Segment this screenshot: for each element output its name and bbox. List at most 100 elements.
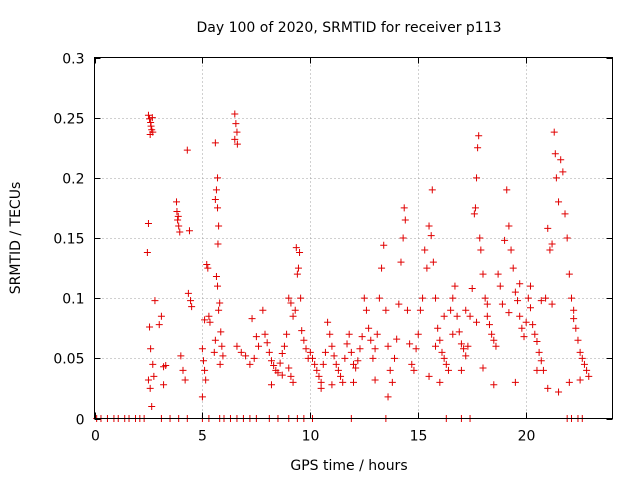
data-point: [287, 299, 295, 307]
data-point: [210, 348, 218, 356]
data-point: [453, 312, 461, 320]
data-point: [557, 156, 565, 164]
data-point: [261, 330, 269, 338]
data-series: [143, 110, 593, 410]
data-point: [347, 348, 355, 356]
y-tick-label: 0.25: [53, 112, 84, 128]
data-point: [146, 131, 154, 139]
data-point: [406, 340, 414, 348]
data-point: [216, 360, 224, 368]
data-point: [505, 309, 513, 317]
data-point: [533, 337, 541, 345]
data-point: [421, 246, 429, 254]
data-point: [308, 354, 316, 362]
data-point: [188, 303, 196, 311]
data-point: [531, 330, 539, 338]
data-point: [278, 350, 286, 358]
data-point: [212, 186, 220, 194]
data-point: [533, 366, 541, 374]
data-point: [311, 360, 319, 368]
data-point: [289, 378, 297, 386]
data-point: [400, 204, 408, 212]
data-point: [378, 264, 386, 272]
data-point: [212, 273, 220, 281]
data-point: [270, 362, 278, 370]
data-point: [155, 321, 163, 329]
data-point: [369, 354, 377, 362]
data-point: [384, 342, 392, 350]
data-point: [483, 300, 491, 308]
data-point: [201, 316, 209, 324]
data-point: [283, 330, 291, 338]
data-point: [585, 372, 593, 380]
data-point: [423, 264, 431, 272]
data-point: [147, 122, 155, 130]
data-point: [211, 139, 219, 147]
data-point: [403, 306, 411, 314]
data-point: [561, 210, 569, 218]
data-point: [492, 342, 500, 350]
data-point: [552, 174, 560, 182]
data-point: [559, 168, 567, 176]
data-point: [173, 198, 181, 206]
data-point: [185, 227, 193, 235]
data-point: [184, 289, 192, 297]
data-point: [436, 336, 444, 344]
data-point: [231, 110, 239, 118]
data-point: [339, 378, 347, 386]
data-point: [319, 360, 327, 368]
data-point: [334, 366, 342, 374]
data-point: [393, 335, 401, 343]
data-point: [416, 306, 424, 314]
data-point: [317, 384, 325, 392]
data-point: [183, 146, 191, 154]
x-axis-title: GPS time / hours: [290, 458, 407, 474]
data-point: [341, 354, 349, 362]
x-tick-label: 15: [410, 429, 428, 445]
data-point: [414, 330, 422, 338]
data-point: [356, 345, 364, 353]
data-point: [214, 174, 222, 182]
data-point: [539, 366, 547, 374]
data-point: [315, 372, 323, 380]
data-point: [490, 336, 498, 344]
data-point: [198, 345, 206, 353]
data-point: [479, 364, 487, 372]
data-point: [214, 204, 222, 212]
data-point: [151, 297, 159, 305]
data-point: [447, 306, 455, 314]
data-point: [219, 352, 227, 360]
data-point: [216, 299, 224, 307]
data-point: [149, 360, 157, 368]
data-point: [289, 312, 297, 320]
data-point: [438, 348, 446, 356]
chart-title: Day 100 of 2020, SRMTID for receiver p11…: [196, 20, 501, 36]
data-point: [550, 128, 558, 136]
data-point: [292, 244, 300, 252]
data-point: [466, 312, 474, 320]
data-point: [548, 300, 556, 308]
data-point: [457, 366, 465, 374]
data-point: [391, 354, 399, 362]
y-axis-title: SRMTID / TECUs: [8, 182, 24, 295]
data-point: [462, 352, 470, 360]
data-point: [516, 312, 524, 320]
data-point: [162, 362, 170, 370]
data-point: [388, 378, 396, 386]
data-point: [474, 144, 482, 152]
data-point: [509, 264, 517, 272]
data-point: [203, 260, 211, 268]
data-point: [440, 354, 448, 362]
data-point: [395, 300, 403, 308]
data-point: [419, 294, 427, 302]
data-point: [436, 378, 444, 386]
data-point: [294, 264, 302, 272]
data-point: [555, 198, 563, 206]
data-point: [237, 348, 245, 356]
y-tick-label: 0.2: [62, 172, 84, 188]
data-point: [144, 111, 152, 119]
x-tick-label: 20: [518, 429, 536, 445]
data-point: [410, 366, 418, 374]
data-point: [471, 204, 479, 212]
